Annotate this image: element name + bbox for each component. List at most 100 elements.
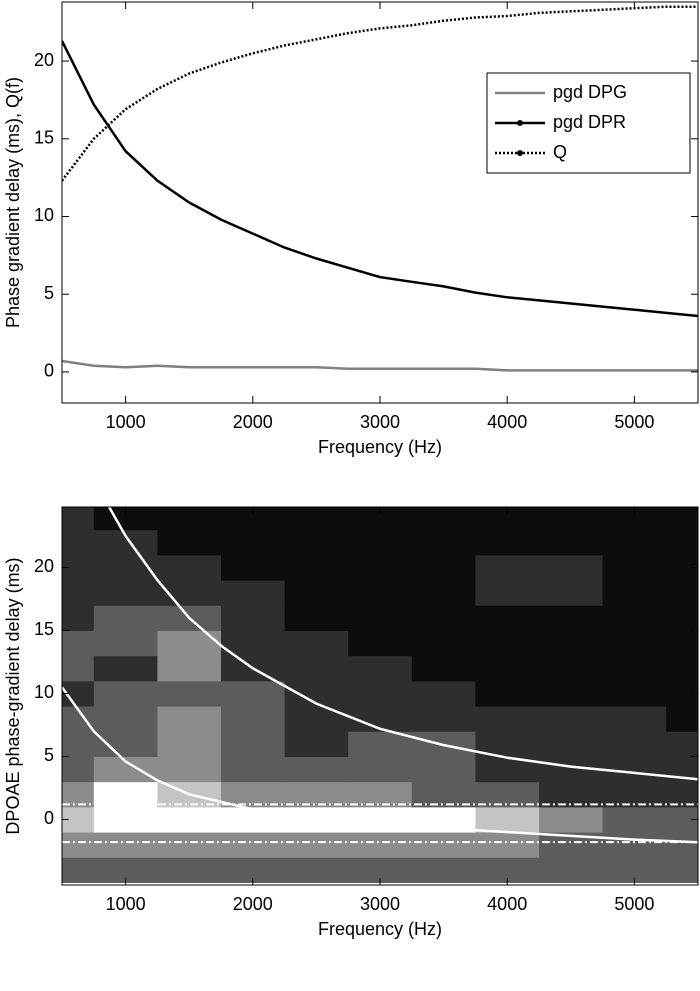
- contour-cell: [93, 507, 158, 531]
- x-tick-label: 1000: [106, 894, 146, 914]
- contour-cell: [475, 507, 540, 531]
- contour-cell: [348, 781, 413, 808]
- contour-cell: [348, 706, 413, 732]
- y-axis-label: DPOAE phase-gradient delay (ms): [3, 557, 23, 834]
- x-tick-label: 5000: [614, 894, 654, 914]
- legend-label: Q: [553, 142, 567, 162]
- x-tick-label: 3000: [360, 412, 400, 432]
- contour-cell: [602, 781, 667, 808]
- contour-cell: [539, 781, 604, 808]
- y-axis-label: Phase gradient delay (ms), Q(f): [3, 77, 23, 328]
- legend-label: pgd DPR: [553, 112, 626, 132]
- contour-cell: [221, 756, 286, 783]
- contour-cell: [475, 529, 540, 556]
- contour-cell: [221, 605, 286, 631]
- contour-cell: [602, 832, 667, 858]
- contour-cell: [93, 580, 158, 606]
- contour-cell: [411, 630, 476, 657]
- contour-cell: [62, 857, 95, 883]
- x-tick-label: 5000: [614, 412, 654, 432]
- contour-cell: [157, 806, 222, 833]
- contour-cell: [221, 781, 286, 808]
- contour-cell: [284, 857, 349, 883]
- y-tick-label: 5: [44, 283, 54, 303]
- contour-cell: [539, 857, 604, 883]
- plot-area: [62, 507, 698, 883]
- contour-cell: [62, 507, 95, 531]
- contour-cell: [157, 529, 222, 556]
- contour-cell: [475, 706, 540, 732]
- contour-cell: [93, 832, 158, 858]
- contour-cell: [157, 554, 222, 581]
- contour-cell: [62, 832, 95, 858]
- contour-cell: [157, 680, 222, 707]
- contour-cell: [475, 630, 540, 657]
- contour-cell: [284, 731, 349, 757]
- contour-cell: [475, 781, 540, 808]
- contour-cell: [539, 580, 604, 606]
- contour-cell: [475, 832, 540, 858]
- x-tick-label: 4000: [487, 894, 527, 914]
- contour-cell: [221, 806, 286, 833]
- contour-cell: [411, 832, 476, 858]
- contour-cell: [348, 832, 413, 858]
- contour-cell: [666, 507, 698, 531]
- contour-cell: [666, 857, 698, 883]
- contour-cell: [221, 529, 286, 556]
- legend-marker: [517, 150, 523, 156]
- contour-cell: [284, 756, 349, 783]
- contour-cell: [157, 857, 222, 883]
- contour-cell: [411, 554, 476, 581]
- contour-cell: [348, 580, 413, 606]
- contour-cell: [602, 731, 667, 757]
- contour-cell: [284, 630, 349, 657]
- contour-cell: [93, 806, 158, 833]
- contour-cell: [666, 832, 698, 858]
- contour-cell: [284, 580, 349, 606]
- y-tick-label: 15: [34, 128, 54, 148]
- contour-cell: [348, 655, 413, 682]
- series-line: [62, 40, 698, 318]
- contour-cell: [475, 554, 540, 581]
- contour-cell: [411, 529, 476, 556]
- contour-cell: [348, 529, 413, 556]
- contour-cell: [62, 756, 95, 783]
- y-tick-label: 0: [44, 361, 54, 381]
- contour-cell: [411, 857, 476, 883]
- contour-cell: [539, 731, 604, 757]
- contour-cell: [62, 781, 95, 808]
- y-tick-label: 10: [34, 682, 54, 702]
- contour-cell: [539, 706, 604, 732]
- contour-cell: [411, 605, 476, 631]
- contour-cell: [666, 580, 698, 606]
- axes-frame: [61, 1, 699, 404]
- contour-cell: [475, 806, 540, 833]
- contour-cell: [284, 832, 349, 858]
- contour-cell: [475, 605, 540, 631]
- contour-cell: [221, 680, 286, 707]
- contour-cell: [411, 680, 476, 707]
- contour-cell: [475, 580, 540, 606]
- contour-cell: [348, 630, 413, 657]
- contour-cell: [284, 529, 349, 556]
- contour-cell: [602, 680, 667, 707]
- contour-cell: [93, 529, 158, 556]
- contour-cell: [539, 655, 604, 682]
- series-line: [62, 359, 698, 372]
- contour-cell: [284, 655, 349, 682]
- contour-cell: [666, 706, 698, 732]
- x-axis-label: Frequency (Hz): [318, 919, 442, 939]
- contour-cell: [221, 731, 286, 757]
- contour-cell: [93, 680, 158, 707]
- contour-cell: [539, 507, 604, 531]
- contour-cell: [539, 630, 604, 657]
- contour-cell: [348, 806, 413, 833]
- contour-cell: [221, 554, 286, 581]
- series-line: [62, 5, 698, 182]
- contour-cell: [284, 706, 349, 732]
- contour-cell: [221, 832, 286, 858]
- contour-cell: [348, 554, 413, 581]
- contour-cell: [411, 580, 476, 606]
- contour-cell: [666, 630, 698, 657]
